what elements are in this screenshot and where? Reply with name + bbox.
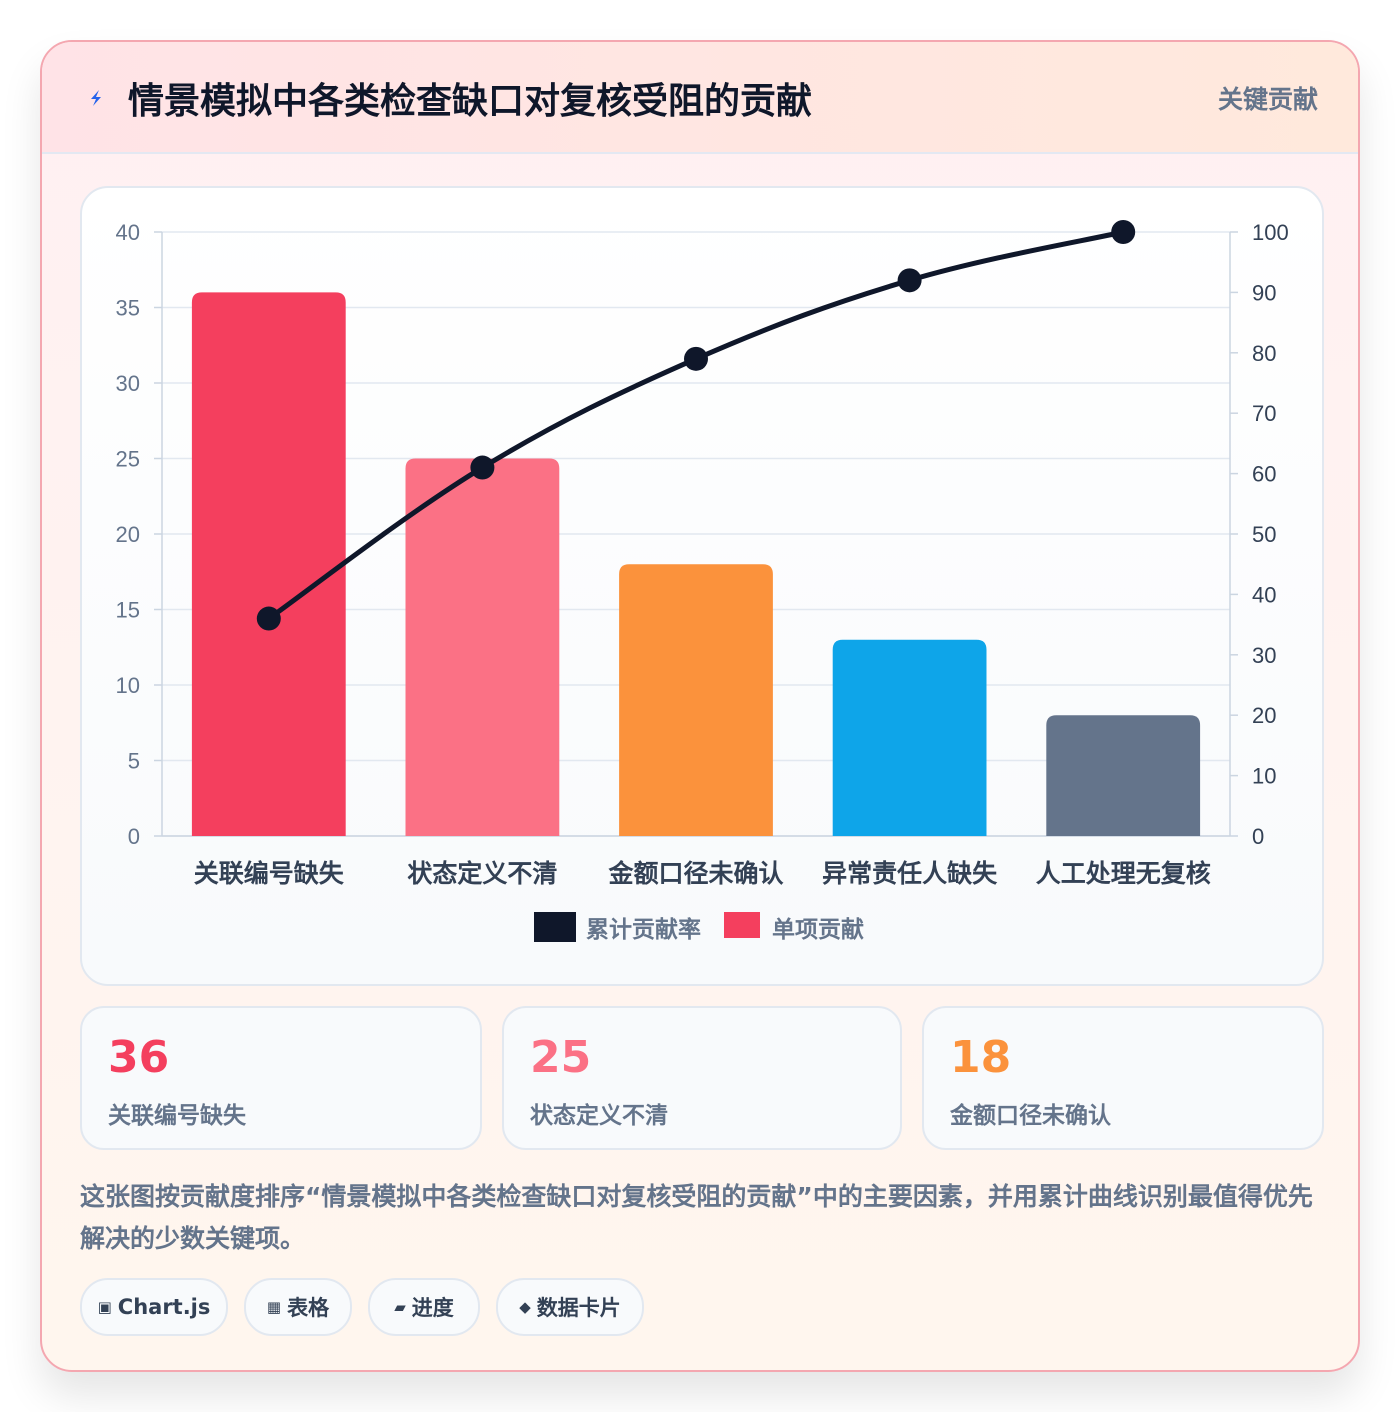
y2-tick-label: 70 [1252,401,1276,426]
x-tick-label: 关联编号缺失 [194,859,345,888]
y-tick-label: 10 [116,673,140,698]
stat-card-2: 25 状态定义不清 [502,1006,902,1150]
chip-label: Chart.js [117,1295,211,1319]
bar [405,458,560,836]
stat-label: 状态定义不清 [530,1103,668,1129]
page-title: 情景模拟中各类检查缺口对复核受阻的贡献 [128,81,813,122]
cumulative-point [1111,220,1136,244]
card-header: 情景模拟中各类检查缺口对复核受阻的贡献 关键贡献 [42,42,1358,154]
chip-label: 进度 [411,1296,454,1320]
y-tick-label: 15 [116,598,140,623]
x-tick-label: 状态定义不清 [407,859,557,888]
table-icon: ▦ [266,1298,282,1316]
stat-value: 18 [950,1032,1012,1083]
x-tick-label: 金额口径未确认 [607,859,783,888]
y-tick-label: 35 [116,296,140,321]
bar [1046,715,1201,836]
chart-icon: ▣ [97,1298,112,1316]
chart-description: 这张图按贡献度排序“情景模拟中各类检查缺口对复核受阻的贡献”中的主要因素，并用累… [80,1182,1313,1253]
cumulative-point [897,268,922,293]
chip-chartjs[interactable]: ▣ Chart.js [80,1278,228,1336]
y2-tick-label: 20 [1252,703,1276,728]
legend-swatch-single [724,912,760,938]
bar [191,292,346,836]
legend-label: 单项贡献 [772,916,864,942]
y2-tick-label: 0 [1252,824,1264,849]
y2-tick-label: 30 [1252,643,1276,668]
chip-data-cards[interactable]: ◆ 数据卡片 [496,1278,644,1336]
x-tick-label: 异常责任人缺失 [822,859,998,888]
y-tick-label: 30 [116,371,140,396]
y2-tick-label: 50 [1252,522,1276,547]
chart-card: 情景模拟中各类检查缺口对复核受阻的贡献 关键贡献 0 5 10 15 20 25 30 35 4… [40,40,1360,1372]
y2-tick-label: 80 [1252,341,1276,366]
legend-label: 累计贡献率 [586,916,701,942]
stat-value: 25 [530,1032,592,1083]
cumulative-point [470,455,495,480]
y2-tick-label: 60 [1252,462,1276,487]
progress-icon: ▰ [394,1298,406,1316]
x-tick-label: 人工处理无复核 [1036,859,1211,888]
cumulative-line [267,229,1124,621]
stat-card-1: 36 关联编号缺失 [80,1006,482,1150]
legend-swatch-cumulative [534,912,576,942]
y2-tick-label: 10 [1252,764,1276,789]
y-tick-label: 20 [116,522,140,547]
stat-card-3: 18 金额口径未确认 [922,1006,1324,1150]
cumulative-point [256,606,281,631]
pareto-chart: 0 5 10 15 20 25 30 35 40 0 10 20 30 40 50 60 70 80 90 100 关联… [116,220,1289,942]
chart-panel: 0 5 10 15 20 25 30 35 40 0 10 20 30 40 50 60 70 80 90 100 关联… [80,186,1324,986]
y-tick-label: 40 [116,220,140,245]
y-tick-label: 0 [128,824,140,849]
bar [619,564,773,836]
stat-value: 36 [108,1032,170,1083]
stat-label: 关联编号缺失 [108,1103,246,1129]
chip-table[interactable]: ▦ 表格 [244,1278,352,1336]
stat-label: 金额口径未确认 [950,1103,1111,1129]
y-tick-label: 25 [116,447,140,472]
lightning-icon [91,90,101,106]
y2-tick-label: 100 [1252,220,1289,245]
cumulative-point [684,346,708,371]
chip-label: 数据卡片 [536,1296,621,1320]
header-tag: 关键贡献 [1217,85,1318,114]
chip-label: 表格 [287,1296,330,1320]
y-tick-label: 5 [128,749,140,774]
diamond-icon: ◆ [519,1298,531,1316]
y2-tick-label: 40 [1252,582,1276,607]
bar [832,639,987,836]
y2-tick-label: 90 [1252,280,1276,305]
chip-progress[interactable]: ▰ 进度 [368,1278,480,1336]
